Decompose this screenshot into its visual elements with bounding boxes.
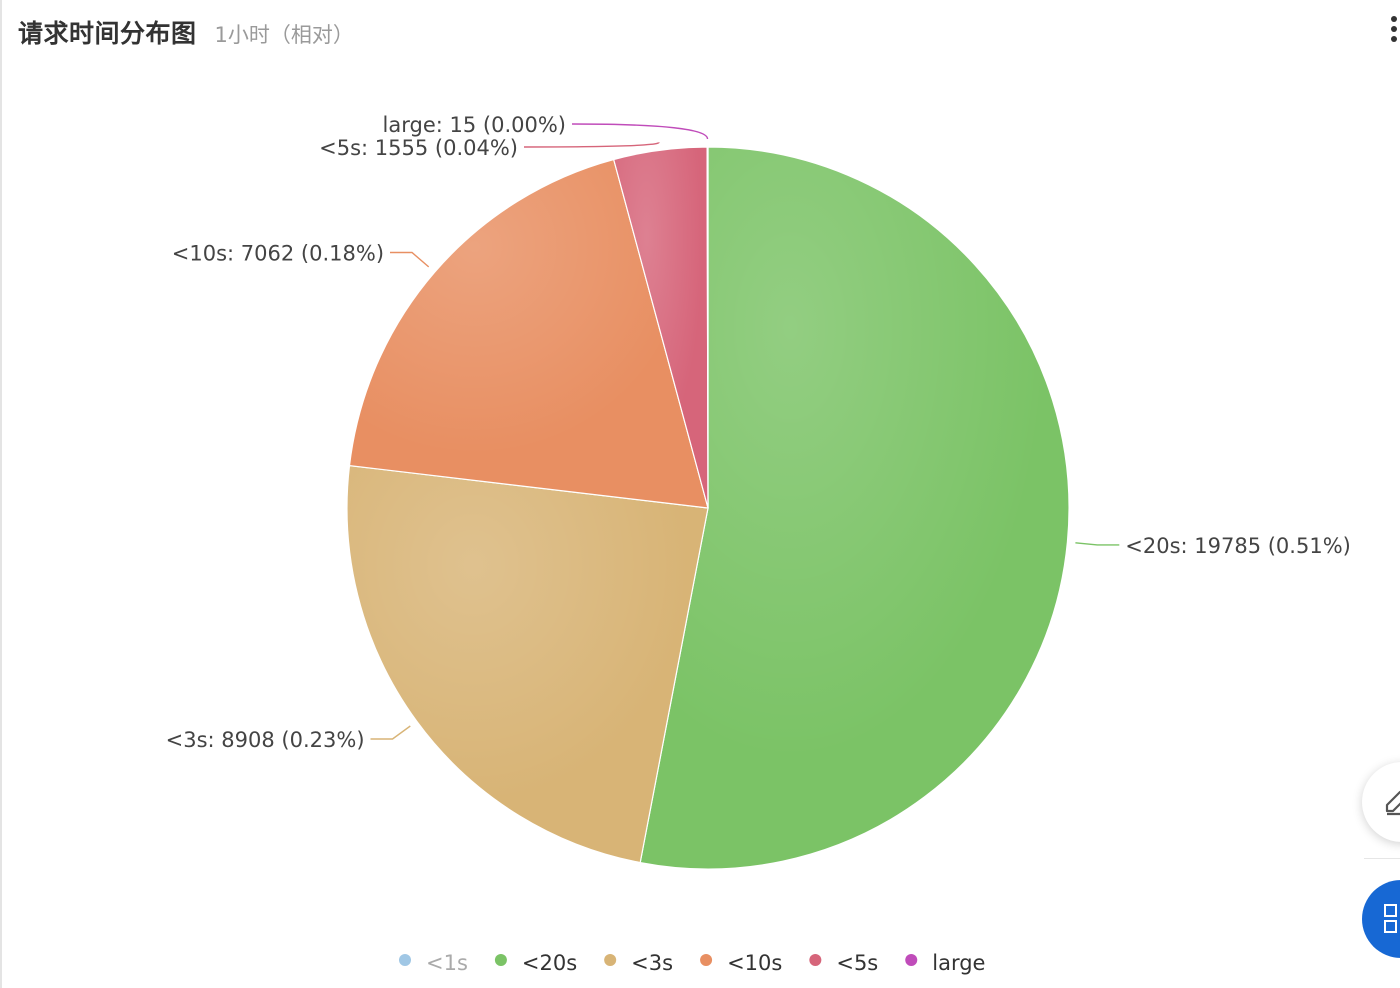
legend-label-20s: <20s bbox=[522, 951, 577, 975]
legend-marker-large bbox=[905, 954, 918, 966]
legend-label-1s: <1s bbox=[426, 951, 468, 975]
legend-item-1s[interactable]: <1s bbox=[399, 951, 468, 975]
slice-label-large: large: 15 (0.00%) bbox=[383, 113, 566, 137]
legend-marker-1s bbox=[399, 954, 411, 966]
legend-marker-3s bbox=[604, 954, 617, 966]
leader-line-large bbox=[571, 123, 709, 140]
slice-label-3s: <3s: 8908 (0.23%) bbox=[166, 728, 365, 752]
legend-marker-5s bbox=[809, 954, 822, 966]
slice-label-10s: <10s: 7062 (0.18%) bbox=[172, 242, 384, 266]
legend-label-large: large bbox=[932, 951, 985, 975]
more-vertical-icon[interactable] bbox=[1388, 14, 1400, 44]
slice-label-20s: <20s: 19785 (0.51%) bbox=[1125, 534, 1351, 558]
leader-line-20s bbox=[1075, 542, 1120, 546]
leader-line-5s bbox=[523, 141, 660, 148]
edit-icon bbox=[1385, 790, 1400, 816]
legend-item-10s[interactable]: <10s bbox=[700, 951, 782, 975]
legend-item-20s[interactable]: <20s bbox=[494, 951, 577, 975]
time-range-subtitle: 1小时（相对） bbox=[214, 23, 354, 47]
side-divider bbox=[1364, 858, 1400, 859]
legend-label-5s: <5s bbox=[836, 951, 878, 975]
chart-title: 请求时间分布图 bbox=[18, 19, 197, 48]
legend-item-3s[interactable]: <3s bbox=[604, 951, 673, 975]
leader-line-10s bbox=[390, 251, 430, 268]
legend-marker-10s bbox=[700, 954, 713, 966]
legend-item-large[interactable]: large bbox=[905, 951, 985, 975]
legend-label-10s: <10s bbox=[727, 951, 782, 975]
leader-line-3s bbox=[370, 725, 411, 740]
legend-marker-20s bbox=[494, 954, 507, 966]
chart-header: 请求时间分布图 1小时（相对） bbox=[18, 14, 354, 50]
legend-label-3s: <3s bbox=[631, 951, 673, 975]
legend-item-5s[interactable]: <5s bbox=[809, 951, 878, 975]
slice-label-5s: <5s: 1555 (0.04%) bbox=[319, 136, 518, 160]
panel-left-border bbox=[0, 0, 2, 988]
